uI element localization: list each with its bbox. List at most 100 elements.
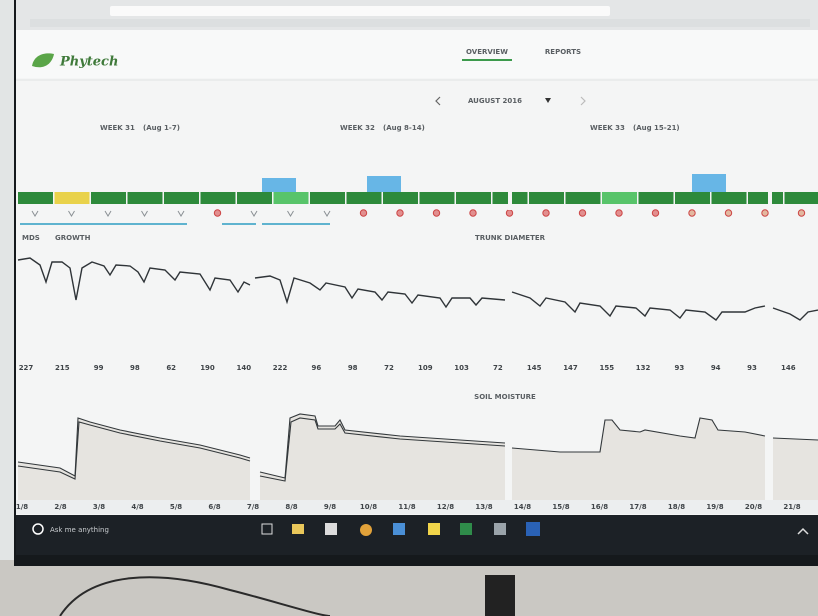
month-label[interactable]: AUGUST 2016	[468, 97, 522, 105]
alert-icon	[725, 210, 731, 216]
date-label: 4/8	[131, 503, 143, 511]
date-label: 20/8	[745, 503, 762, 511]
notes-icon[interactable]	[428, 523, 440, 535]
date-label: 10/8	[360, 503, 377, 511]
day-status	[128, 192, 163, 204]
day-status	[639, 192, 674, 204]
alert-icon	[360, 210, 366, 216]
app-icon[interactable]	[526, 522, 540, 536]
alert-icon	[433, 210, 439, 216]
day-status	[785, 192, 818, 204]
soil-title: SOIL MOISTURE	[474, 393, 536, 401]
mds-value: 109	[418, 364, 433, 372]
alert-icon	[397, 210, 403, 216]
day-status	[91, 192, 126, 204]
day-status	[347, 192, 382, 204]
alert-icon	[506, 210, 512, 216]
date-label: 3/8	[93, 503, 105, 511]
day-status	[201, 192, 236, 204]
bookmarks-bar	[30, 19, 810, 27]
chrome-icon[interactable]	[360, 524, 372, 536]
date-label: 17/8	[629, 503, 646, 511]
alert-icon	[652, 210, 658, 216]
date-label: 15/8	[552, 503, 569, 511]
date-label: 11/8	[398, 503, 415, 511]
mds-value: 132	[636, 364, 651, 372]
alert-icon	[798, 210, 804, 216]
wall	[0, 0, 16, 560]
week-range: (Aug 8-14)	[383, 124, 425, 132]
alert-icon	[470, 210, 476, 216]
day-status	[456, 192, 491, 204]
monitor-stand	[485, 575, 515, 616]
explorer-icon[interactable]	[292, 524, 304, 534]
date-label: 5/8	[170, 503, 182, 511]
day-status	[529, 192, 564, 204]
app-icon[interactable]	[494, 523, 506, 535]
alert-icon	[616, 210, 622, 216]
mds-value: 94	[711, 364, 721, 372]
date-label: 8/8	[285, 503, 297, 511]
mds-value: 227	[19, 364, 34, 372]
mds-value: 72	[384, 364, 394, 372]
date-label: 14/8	[514, 503, 531, 511]
mds-value: 98	[348, 364, 358, 372]
search-box[interactable]: Ask me anything	[50, 526, 109, 534]
week-gap	[508, 170, 512, 210]
date-label: 21/8	[783, 503, 800, 511]
week-gap	[768, 170, 772, 210]
day-status	[310, 192, 345, 204]
screen-photo: Phytech OVERVIEW REPORTS AUGUST 2016 WEE…	[0, 0, 818, 616]
alert-icon	[543, 210, 549, 216]
mds-value: 103	[454, 364, 469, 372]
mds-value: 62	[166, 364, 176, 372]
alert-icon	[762, 210, 768, 216]
store-icon[interactable]	[325, 523, 337, 535]
day-status	[274, 192, 309, 204]
address-bar[interactable]	[110, 6, 610, 16]
day-status	[748, 192, 783, 204]
mds-value: 99	[94, 364, 104, 372]
day-status	[420, 192, 455, 204]
mds-value: 215	[55, 364, 70, 372]
tab-reports[interactable]: REPORTS	[545, 48, 581, 56]
mds-value: 155	[599, 364, 614, 372]
growth-tab[interactable]: GROWTH	[55, 234, 91, 242]
date-label: 12/8	[437, 503, 454, 511]
app-header	[16, 30, 818, 78]
irrigation-bar	[262, 178, 296, 192]
day-status	[675, 192, 710, 204]
tab-overview[interactable]: OVERVIEW	[466, 48, 508, 56]
date-label: 18/8	[668, 503, 685, 511]
date-label: 19/8	[706, 503, 723, 511]
date-label: 2/8	[54, 503, 66, 511]
day-status	[383, 192, 418, 204]
mds-value: 190	[200, 364, 215, 372]
day-status	[18, 192, 53, 204]
mds-value: 146	[781, 364, 796, 372]
week-label: WEEK 33	[590, 124, 625, 132]
date-label: 9/8	[324, 503, 336, 511]
week-range: (Aug 15-21)	[633, 124, 680, 132]
day-status	[602, 192, 637, 204]
irrigation-bar	[367, 176, 401, 192]
taskbar	[16, 515, 818, 555]
logo-text[interactable]: Phytech	[59, 55, 118, 70]
excel-icon[interactable]	[460, 523, 472, 535]
mds-value: 147	[563, 364, 578, 372]
mds-value: 145	[527, 364, 542, 372]
week-label: WEEK 32	[340, 124, 375, 132]
date-label: 16/8	[591, 503, 608, 511]
date-label: 13/8	[475, 503, 492, 511]
day-status	[55, 192, 90, 204]
app-icon[interactable]	[393, 523, 405, 535]
date-label: 7/8	[247, 503, 259, 511]
week-range: (Aug 1-7)	[143, 124, 180, 132]
day-status	[164, 192, 199, 204]
page: Phytech OVERVIEW REPORTS AUGUST 2016 WEE…	[0, 0, 818, 616]
mds-value: 96	[312, 364, 322, 372]
mds-tab[interactable]: MDS	[22, 234, 40, 242]
date-label: 1/8	[16, 503, 28, 511]
mds-value: 72	[493, 364, 503, 372]
mds-value: 93	[675, 364, 685, 372]
